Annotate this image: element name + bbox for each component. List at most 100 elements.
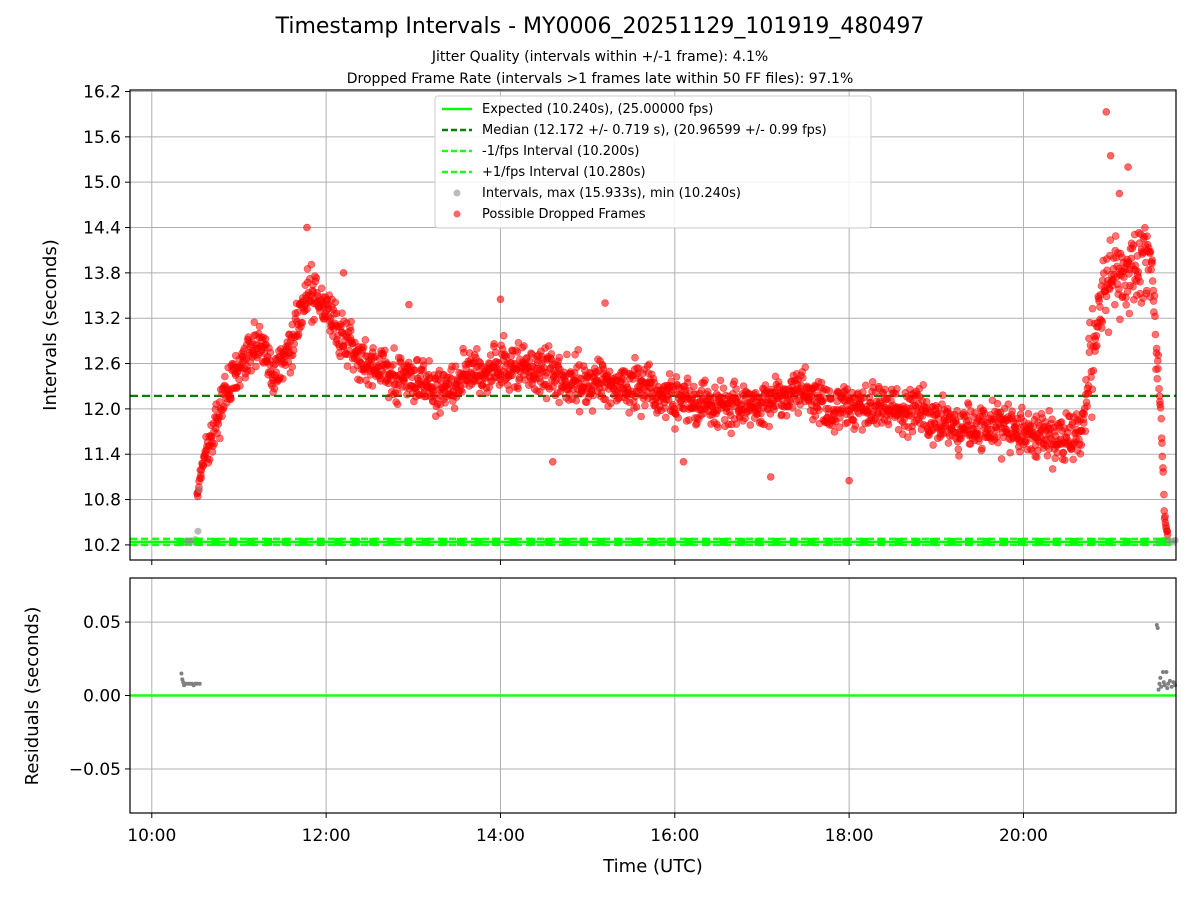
bottom-x-axis: 10:00 12:00 14:00 16:00 18:00 20:00 [127, 813, 1048, 846]
legend-box [434, 95, 872, 229]
dropped-frame-point [1154, 364, 1162, 373]
dropped-frame-point [683, 378, 692, 387]
dropped-frame-point [513, 348, 522, 356]
dropped-frame-point [266, 348, 275, 357]
top-plot-points [176, 108, 1179, 546]
dropped-frame-point [1147, 265, 1155, 274]
top-y-tick-label: 15.0 [83, 173, 121, 193]
expected-marker [579, 537, 588, 546]
dropped-frame-point [714, 423, 722, 432]
dropped-frame-point [1089, 366, 1098, 375]
dropped-frame-point [1092, 331, 1101, 340]
residual-point [1171, 680, 1176, 685]
dropped-frame-point [1115, 189, 1124, 198]
dropped-frame-point [290, 339, 298, 348]
expected-marker [421, 537, 430, 546]
expected-marker [649, 537, 658, 546]
top-y-tick-label: 15.6 [83, 128, 121, 148]
dropped-frame-point [799, 374, 807, 382]
dropped-frame-point [827, 394, 835, 403]
bottom-plot-points [179, 623, 1178, 692]
interval-point [196, 486, 204, 494]
dropped-frame-point [1125, 309, 1134, 318]
dropped-frame-point [727, 429, 735, 438]
dropped-frame-point [825, 387, 834, 395]
residual-point [1157, 681, 1162, 686]
dropped-frame-point [845, 476, 853, 485]
dropped-frame-point [307, 260, 316, 269]
expected-marker [456, 537, 465, 546]
dropped-frame-point [719, 384, 728, 393]
dropped-frame-point [1057, 418, 1066, 426]
dropped-frame-point [369, 344, 377, 352]
expected-marker [912, 537, 921, 546]
dropped-frame-point [1124, 163, 1132, 171]
bottom-y-tick-label: −0.05 [69, 760, 121, 780]
dropped-frame-point [214, 420, 223, 428]
dropped-frame-point [893, 385, 901, 393]
residual-point [1169, 684, 1174, 689]
dropped-frame-point [1043, 451, 1052, 460]
dropped-frame-point [1006, 448, 1014, 457]
bottom-y-tick-label: 0.00 [83, 687, 121, 707]
dropped-frame-point [1101, 306, 1110, 315]
top-y-axis-label: Intervals (seconds) [40, 239, 61, 411]
top-y-tick-label: 14.4 [83, 219, 121, 239]
dropped-frame-point [520, 342, 528, 350]
legend-expected-label: Expected (10.240s), (25.00000 fps) [482, 102, 713, 117]
expected-marker [1035, 537, 1044, 546]
interval-point [1171, 536, 1179, 544]
dropped-frame-point [1093, 341, 1101, 350]
dropped-frame-point [250, 318, 259, 327]
dropped-frame-point [272, 368, 280, 377]
expected-marker [684, 537, 693, 546]
top-y-axis: 10.2 10.8 11.4 12.0 12.6 13.2 13.8 14.4 15.0 15.6… [83, 83, 130, 556]
dropped-frame-point [1048, 465, 1057, 473]
dropped-frame-point [746, 421, 755, 429]
dropped-frame-point [1160, 490, 1168, 499]
dropped-frame-point [236, 382, 244, 390]
dropped-frame-point [939, 391, 947, 399]
dropped-frame-point [858, 426, 866, 434]
dropped-frame-point [1111, 300, 1119, 309]
expected-marker [562, 537, 571, 546]
dropped-frame-point [441, 398, 449, 407]
dropped-frame-point [830, 428, 839, 436]
bottom-y-tick-label: 0.05 [83, 613, 121, 633]
expected-marker [632, 537, 641, 546]
dropped-frame-point [732, 420, 741, 428]
dropped-frame-point [922, 397, 931, 406]
expected-marker [789, 537, 798, 546]
expected-marker [877, 537, 886, 546]
expected-marker [1140, 537, 1149, 546]
dropped-frame-point [252, 362, 260, 371]
expected-marker [194, 537, 203, 546]
dropped-frame-point [1150, 292, 1159, 300]
legend-minus-fps-label: -1/fps Interval (10.200s) [482, 144, 639, 159]
dropped-frame-point [771, 372, 780, 381]
dropped-frame-point [1060, 456, 1069, 464]
residual-point [1167, 678, 1172, 683]
dropped-frame-point [1111, 232, 1120, 240]
dropped-frame-point [1098, 324, 1106, 332]
top-x-ticks [151, 560, 1024, 565]
interval-point [194, 527, 202, 535]
dropped-frame-point [473, 345, 481, 353]
top-y-tick-label: 10.2 [83, 536, 121, 556]
chart-title: Timestamp Intervals - MY0006_20251129_10… [275, 14, 925, 39]
expected-marker [1000, 537, 1009, 546]
dropped-frame-point [601, 395, 610, 404]
expected-marker [1157, 537, 1166, 546]
dropped-frame-point [665, 370, 674, 378]
dropped-frame-point [393, 400, 402, 409]
dropped-frame-point [338, 309, 346, 317]
expected-marker [614, 537, 623, 546]
dropped-frame-point [544, 342, 553, 350]
dropped-frame-point [1129, 282, 1137, 291]
dropped-frame-point [1148, 256, 1157, 264]
expected-marker [264, 537, 273, 546]
dropped-frame-point [730, 377, 739, 386]
dropped-frame-point [908, 427, 917, 436]
dropped-frame-point [1045, 406, 1054, 415]
